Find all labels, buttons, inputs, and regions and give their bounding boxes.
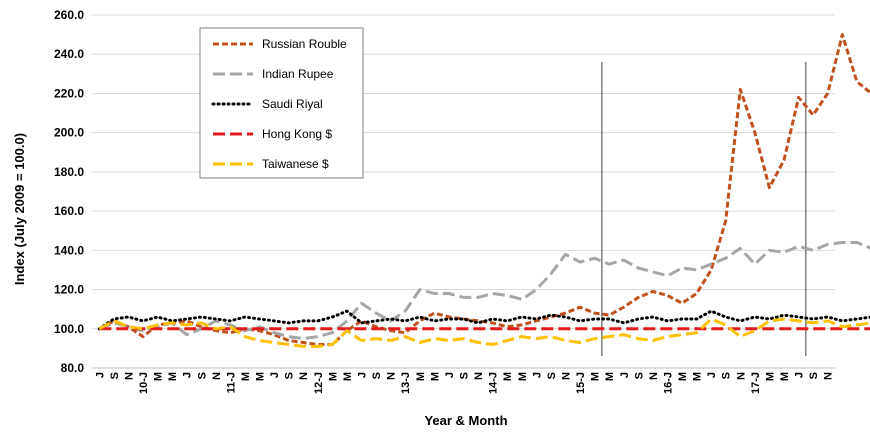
- x-tick-label: N: [386, 372, 398, 380]
- x-tick-label: J: [531, 372, 543, 378]
- x-tick-label: S: [371, 372, 383, 379]
- x-tick-label: J: [357, 372, 369, 378]
- x-tick-label: M: [429, 372, 441, 381]
- y-tick-label: 100.0: [54, 322, 84, 336]
- x-tick-label: M: [590, 372, 602, 381]
- x-tick-label: M: [502, 372, 514, 381]
- x-tick-label: 14-J: [488, 372, 500, 394]
- x-tick-label: N: [560, 372, 572, 380]
- x-tick-label: M: [779, 372, 791, 381]
- reference-lines: [601, 62, 807, 356]
- y-tick-label: 160.0: [54, 204, 84, 218]
- x-tick-label: 12-J: [313, 372, 325, 394]
- x-tick-label: 16-J: [662, 372, 674, 394]
- x-tick-label: M: [764, 372, 776, 381]
- x-tick-label: S: [633, 372, 645, 379]
- x-tick-label: M: [153, 372, 165, 381]
- y-tick-label: 260.0: [54, 8, 84, 22]
- x-tick-label: S: [546, 372, 558, 379]
- x-tick-label: N: [735, 372, 747, 380]
- x-tick-label: N: [823, 372, 835, 380]
- x-tick-label: S: [808, 372, 820, 379]
- x-tick-label: J: [94, 372, 106, 378]
- legend-entry: Indian Rupee: [262, 67, 334, 81]
- x-tick-label: N: [123, 372, 135, 380]
- x-tick-label: 10-J: [138, 372, 150, 394]
- x-tick-label: M: [604, 372, 616, 381]
- series-line: [97, 309, 870, 331]
- x-tick-label: N: [473, 372, 485, 380]
- x-tick-label: S: [721, 372, 733, 379]
- x-tick-label: M: [677, 372, 689, 381]
- series-line: [99, 327, 870, 331]
- legend: Russian Rouble Indian Rupee Saudi Riyal Hon…: [199, 27, 364, 179]
- legend-entry: Hong Kong $: [262, 127, 332, 141]
- x-tick-label: M: [167, 372, 179, 381]
- y-tick-label: 200.0: [54, 126, 84, 140]
- x-tick-label: J: [182, 372, 194, 378]
- y-tick-label: 80.0: [61, 361, 85, 375]
- y-tick-label: 220.0: [54, 86, 84, 100]
- x-tick-label: N: [211, 372, 223, 380]
- legend-entry: Saudi Riyal: [262, 97, 323, 111]
- series-line: [98, 241, 870, 341]
- x-axis-ticks: J S N 10-J M M J S N 11-J M M J S N 12-J M M J S N 13-J M M J S N 1…: [94, 372, 834, 394]
- series-line: [98, 33, 870, 346]
- x-tick-label: S: [109, 372, 121, 379]
- x-tick-label: M: [415, 372, 427, 381]
- y-tick-label: 180.0: [54, 165, 84, 179]
- x-tick-label: J: [269, 372, 281, 378]
- x-tick-label: M: [342, 372, 354, 381]
- x-tick-label: 11-J: [225, 372, 237, 393]
- y-tick-label: 140.0: [54, 243, 84, 257]
- data-series: [97, 33, 870, 348]
- x-tick-label: M: [327, 372, 339, 381]
- x-tick-label: M: [255, 372, 267, 381]
- y-tick-label: 120.0: [54, 283, 84, 297]
- x-tick-label: S: [284, 372, 296, 379]
- x-tick-label: M: [692, 372, 704, 381]
- x-tick-label: S: [459, 372, 471, 379]
- x-tick-label: N: [648, 372, 660, 380]
- legend-entry: Taiwanese $: [262, 157, 329, 171]
- x-tick-label: 17-J: [750, 372, 762, 394]
- x-tick-label: M: [517, 372, 529, 381]
- x-tick-label: S: [196, 372, 208, 379]
- series-line: [98, 317, 870, 348]
- x-tick-label: J: [794, 372, 806, 378]
- x-tick-label: J: [706, 372, 718, 378]
- x-tick-label: J: [619, 372, 631, 378]
- x-tick-label: M: [240, 372, 252, 381]
- y-tick-label: 240.0: [54, 47, 84, 61]
- x-tick-label: 13-J: [400, 372, 412, 394]
- legend-entry: Russian Rouble: [262, 37, 347, 51]
- x-tick-label: 15-J: [575, 372, 587, 394]
- x-tick-label: N: [298, 372, 310, 380]
- y-axis-label: Index (July 2009 = 100.0): [12, 133, 27, 285]
- x-axis-label: Year & Month: [424, 413, 507, 428]
- x-tick-label: J: [444, 372, 456, 378]
- y-axis-ticks: 80.0 100.0 120.0 140.0 160.0 180.0 200.0 220.0 2…: [54, 8, 84, 375]
